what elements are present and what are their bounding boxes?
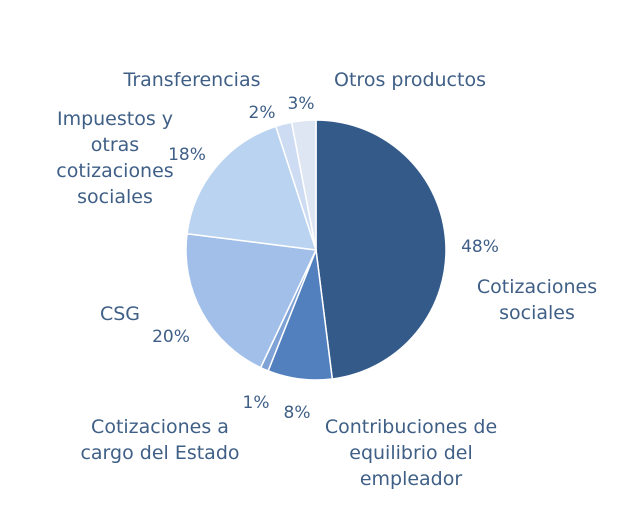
label-cotizaciones-sociales: Cotizaciones sociales bbox=[477, 276, 597, 324]
pct-otros-productos: 3% bbox=[288, 94, 315, 114]
pct-cotizaciones-sociales: 48% bbox=[461, 237, 499, 257]
pct-csg: 20% bbox=[152, 327, 190, 347]
label-transferencias: Transferencias bbox=[123, 69, 261, 91]
label-cotizaciones-sociales-line: Cotizaciones bbox=[477, 276, 597, 298]
pie-slices bbox=[185, 119, 447, 381]
label-cotizaciones-estado-line: Cotizaciones a bbox=[91, 416, 229, 438]
label-impuestos-line: Impuestos y bbox=[57, 108, 173, 130]
label-cotizaciones-estado: Cotizaciones a cargo del Estado bbox=[80, 416, 239, 464]
label-csg: CSG bbox=[100, 303, 140, 325]
label-impuestos-line: otras bbox=[91, 134, 139, 156]
label-otros-productos: Otros productos bbox=[334, 69, 486, 91]
pie-slice-csg bbox=[185, 232, 318, 369]
pct-transferencias: 2% bbox=[249, 103, 276, 123]
pct-contribuciones-equilibrio: 8% bbox=[284, 403, 311, 423]
label-cotizaciones-estado-line: cargo del Estado bbox=[80, 442, 239, 464]
pie-slice-impuestos-y-otras-cotizaciones-sociales bbox=[186, 125, 318, 251]
label-impuestos-line: cotizaciones bbox=[56, 160, 173, 182]
label-impuestos-line: sociales bbox=[77, 186, 153, 208]
pct-cotizaciones-estado: 1% bbox=[243, 393, 270, 413]
label-impuestos: Impuestos y otras cotizaciones sociales bbox=[56, 108, 173, 208]
label-contribuciones-equilibrio-line: empleador bbox=[360, 468, 463, 490]
label-contribuciones-equilibrio-line: Contribuciones de bbox=[325, 416, 497, 438]
pct-impuestos: 18% bbox=[168, 145, 206, 165]
pie-slice-otros-productos bbox=[290, 119, 317, 251]
label-contribuciones-equilibrio-line: equilibrio del bbox=[349, 442, 472, 464]
pie-slice-cotizaciones-sociales bbox=[315, 119, 447, 380]
label-cotizaciones-sociales-line: sociales bbox=[499, 302, 575, 324]
label-contribuciones-equilibrio: Contribuciones de equilibrio del empleador bbox=[325, 416, 497, 490]
